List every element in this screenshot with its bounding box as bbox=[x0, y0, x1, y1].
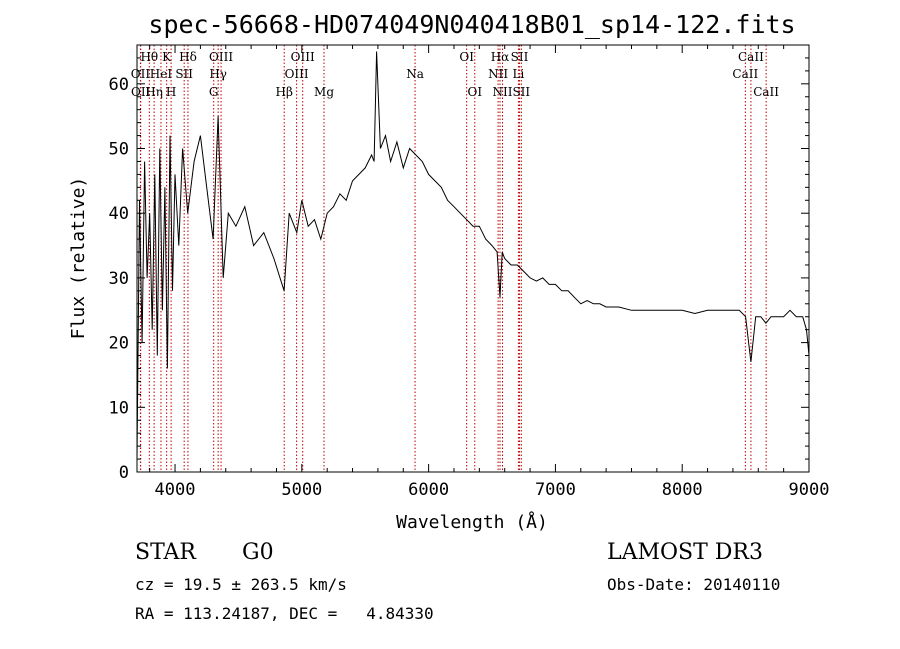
spectral-line-label: OIII bbox=[291, 50, 315, 64]
spectral-line-label: OI bbox=[459, 50, 474, 64]
y-axis-ticks: 0 10 20 30 40 50 60 bbox=[109, 57, 809, 483]
x-tick-label: 8000 bbox=[662, 480, 703, 500]
x-tick-label: 9000 bbox=[789, 480, 830, 500]
spectral-line-label: Hθ bbox=[140, 50, 158, 64]
y-tick-label: 60 bbox=[109, 75, 129, 95]
spectral-line-label: Hγ bbox=[209, 67, 227, 81]
spectral-line-label: Hδ bbox=[179, 50, 197, 64]
spectral-line-label: CaII bbox=[753, 85, 779, 99]
observation-date: Obs-Date: 20140110 bbox=[607, 575, 781, 594]
y-axis-label: Flux (relative) bbox=[68, 177, 89, 340]
y-tick-label: 40 bbox=[109, 204, 129, 224]
survey-name: LAMOST DR3 bbox=[607, 540, 763, 565]
spectral-line-label: Hη bbox=[145, 85, 163, 99]
spectral-line-label: SII bbox=[511, 50, 529, 64]
subclass: G0 bbox=[242, 540, 274, 565]
spectral-line-label: HeI bbox=[150, 67, 173, 81]
spectral-line-label: OIII bbox=[209, 50, 233, 64]
x-tick-label: 6000 bbox=[408, 480, 449, 500]
y-tick-label: 10 bbox=[109, 398, 129, 418]
spectral-line-label: Hα bbox=[491, 50, 510, 64]
spectral-line-label: K bbox=[162, 50, 172, 64]
flux-series-line bbox=[136, 51, 810, 460]
ra-dec-coordinates: RA = 113.24187, DEC = 4.84330 bbox=[135, 604, 434, 623]
spectral-line-label: OI bbox=[467, 85, 482, 99]
spectral-line-label: G bbox=[209, 85, 219, 99]
spectral-line-label: CaII bbox=[732, 67, 758, 81]
redshift-velocity: cz = 19.5 ± 263.5 km/s bbox=[135, 575, 347, 594]
x-axis-ticks: 4000 5000 6000 7000 8000 9000 bbox=[149, 45, 830, 500]
plot-frame bbox=[136, 44, 810, 473]
y-tick-label: 30 bbox=[109, 269, 129, 289]
spectral-line-label: NII bbox=[488, 67, 508, 81]
chart-title: spec-56668-HD074049N040418B01_sp14-122.f… bbox=[148, 10, 795, 39]
spectral-line-label: NII bbox=[493, 85, 513, 99]
spectral-line-label: SII bbox=[512, 85, 530, 99]
x-tick-label: 7000 bbox=[535, 480, 576, 500]
x-axis-label: Wavelength (Å) bbox=[396, 511, 548, 533]
object-class: STAR bbox=[135, 540, 196, 565]
spectral-line-labels: Hθ OII OII K HeI Hη SII H Hδ OIII Hγ G Hβ OIII OIII Mg N… bbox=[131, 50, 780, 99]
spectral-line-label: Mg bbox=[314, 85, 334, 99]
x-tick-label: 5000 bbox=[281, 480, 322, 500]
y-tick-label: 50 bbox=[109, 140, 129, 160]
spectral-line-label: CaII bbox=[738, 50, 764, 64]
y-tick-label: 0 bbox=[119, 463, 129, 483]
y-tick-label: 20 bbox=[109, 334, 129, 354]
spectral-line-label: Hβ bbox=[276, 85, 293, 99]
spectral-line-markers bbox=[139, 45, 767, 472]
spectral-line-label: Na bbox=[406, 67, 424, 81]
spectral-line-label: Li bbox=[512, 67, 524, 81]
spectral-line-label: H bbox=[166, 85, 176, 99]
spectral-line-label: OIII bbox=[285, 67, 309, 81]
x-tick-label: 4000 bbox=[155, 480, 196, 500]
spectral-line-label: OII bbox=[131, 85, 151, 99]
spectral-line-label: OII bbox=[131, 67, 151, 81]
spectral-line-label: SII bbox=[175, 67, 193, 81]
